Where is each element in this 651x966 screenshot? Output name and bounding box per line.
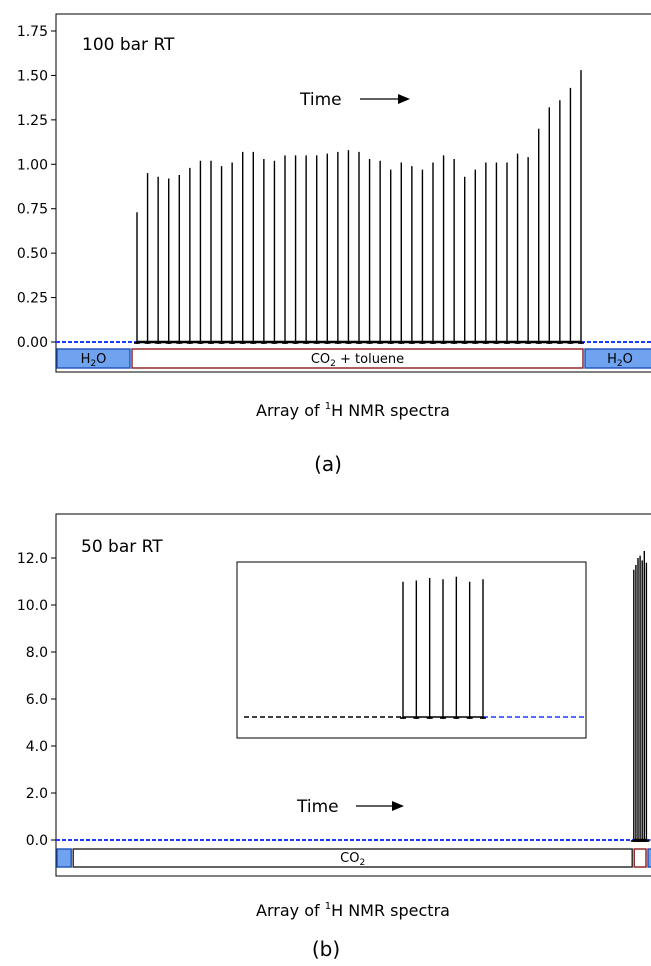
segment	[633, 848, 647, 868]
segment-label: CO2	[340, 851, 365, 868]
segment	[56, 848, 72, 868]
panel-label: (b)	[312, 937, 340, 961]
y-axis: 0.0 2.0 4.0 6.0 8.0 10.0 12.0	[17, 551, 56, 849]
y-tick-label: 0.00	[17, 335, 48, 351]
segment	[56, 348, 131, 369]
time-label: Time	[299, 90, 342, 110]
segment-label: H2O	[607, 352, 633, 369]
y-tick-label: 4.0	[26, 739, 48, 755]
segment-bar: CO2	[56, 848, 651, 868]
segment-label: CO2 + toluene	[311, 352, 404, 369]
segment	[647, 848, 651, 868]
y-tick-label: 1.00	[17, 157, 48, 173]
annotation-label: 50 bar RT	[81, 537, 163, 557]
panel-label: (a)	[314, 452, 342, 476]
y-tick-label: 1.50	[17, 68, 48, 84]
panel-a: 0.00 0.25 0.50 0.75 1.00 1.25 1.50 1.75 H2O CO2 …	[17, 13, 651, 476]
y-tick-label: 6.0	[26, 692, 48, 708]
y-tick-label: 0.50	[17, 246, 48, 262]
y-tick-label: 2.0	[26, 786, 48, 802]
inset-content	[244, 576, 584, 719]
inset-frame	[236, 561, 587, 739]
y-tick-label: 0.0	[26, 833, 48, 849]
y-tick-label: 1.25	[17, 113, 48, 129]
segment	[72, 848, 633, 868]
time-arrow-icon	[356, 801, 404, 811]
segment-label: H2O	[81, 352, 107, 369]
segment	[584, 348, 651, 369]
peaks	[630, 550, 650, 842]
segment-bar: H2O CO2 + toluene H2O	[56, 348, 651, 369]
x-axis-label: Array of 1H NMR spectra	[256, 401, 450, 420]
y-tick-label: 10.0	[17, 598, 48, 614]
panel-b: 0.0 2.0 4.0 6.0 8.0 10.0 12.0 CO2 50 bar RT Ti…	[17, 513, 651, 961]
peaks	[134, 70, 584, 344]
plot-frame	[55, 513, 651, 877]
y-tick-label: 8.0	[26, 645, 48, 661]
y-tick-label: 0.25	[17, 291, 48, 307]
time-label: Time	[296, 797, 339, 817]
plot-frame	[55, 13, 651, 373]
segment	[131, 348, 584, 369]
annotation-label: 100 bar RT	[82, 35, 175, 55]
time-arrow-icon	[360, 94, 410, 104]
x-axis-label: Array of 1H NMR spectra	[256, 901, 450, 920]
y-tick-label: 0.75	[17, 202, 48, 218]
inset-zoom	[236, 561, 587, 739]
y-tick-label: 12.0	[17, 551, 48, 567]
y-tick-label: 1.75	[17, 24, 48, 40]
y-axis: 0.00 0.25 0.50 0.75 1.00 1.25 1.50 1.75	[17, 24, 56, 351]
